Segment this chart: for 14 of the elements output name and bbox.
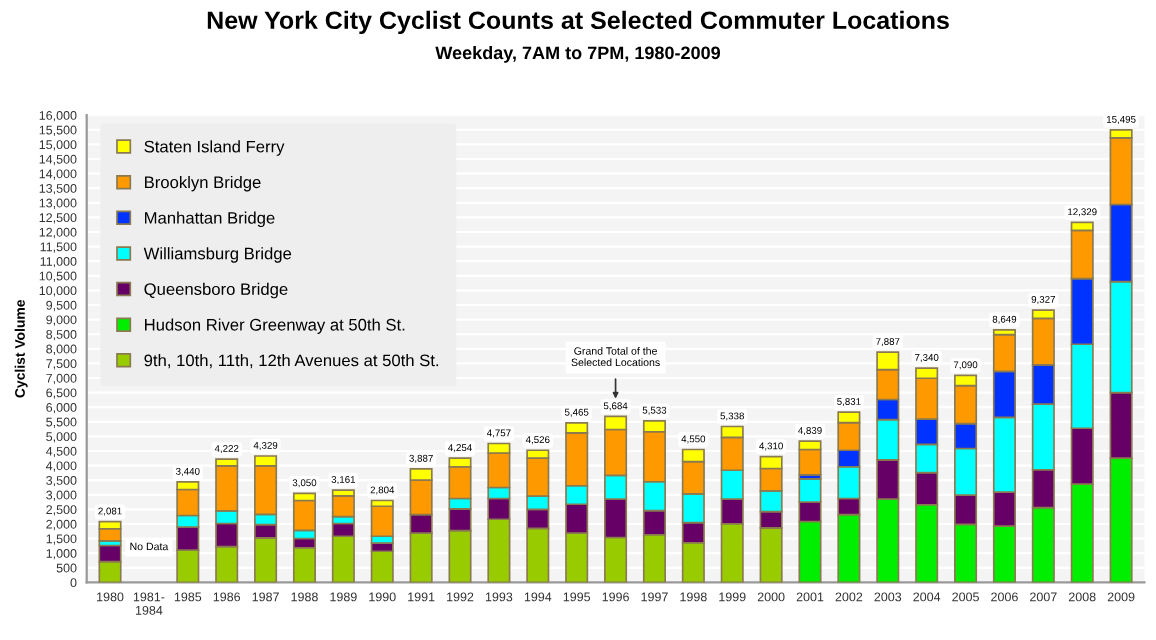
legend-label: Hudson River Greenway at 50th St.: [145, 318, 405, 334]
legend-label: 9th, 10th, 11th, 12th Avenues at 50th St.: [144, 354, 439, 369]
chart-title: New York City Cyclist Counts at Selected Commuter Locations: [207, 10, 949, 35]
bar: [370, 550, 394, 583]
bar: [370, 505, 394, 538]
legend-label: Manhattan Bridge: [145, 211, 275, 228]
legend-label: Brooklyn Bridge: [145, 175, 261, 192]
legend-label: Williamsburg Bridge: [143, 247, 292, 263]
legend-label: Queensboro Bridge: [144, 282, 288, 299]
bar: [798, 448, 822, 476]
chart-subtitle: Weekday, 7AM to 7PM, 1980-2009: [435, 45, 721, 63]
bar: [292, 499, 316, 532]
legend-label: Staten Island Ferry: [144, 140, 285, 156]
bar: [292, 546, 316, 583]
